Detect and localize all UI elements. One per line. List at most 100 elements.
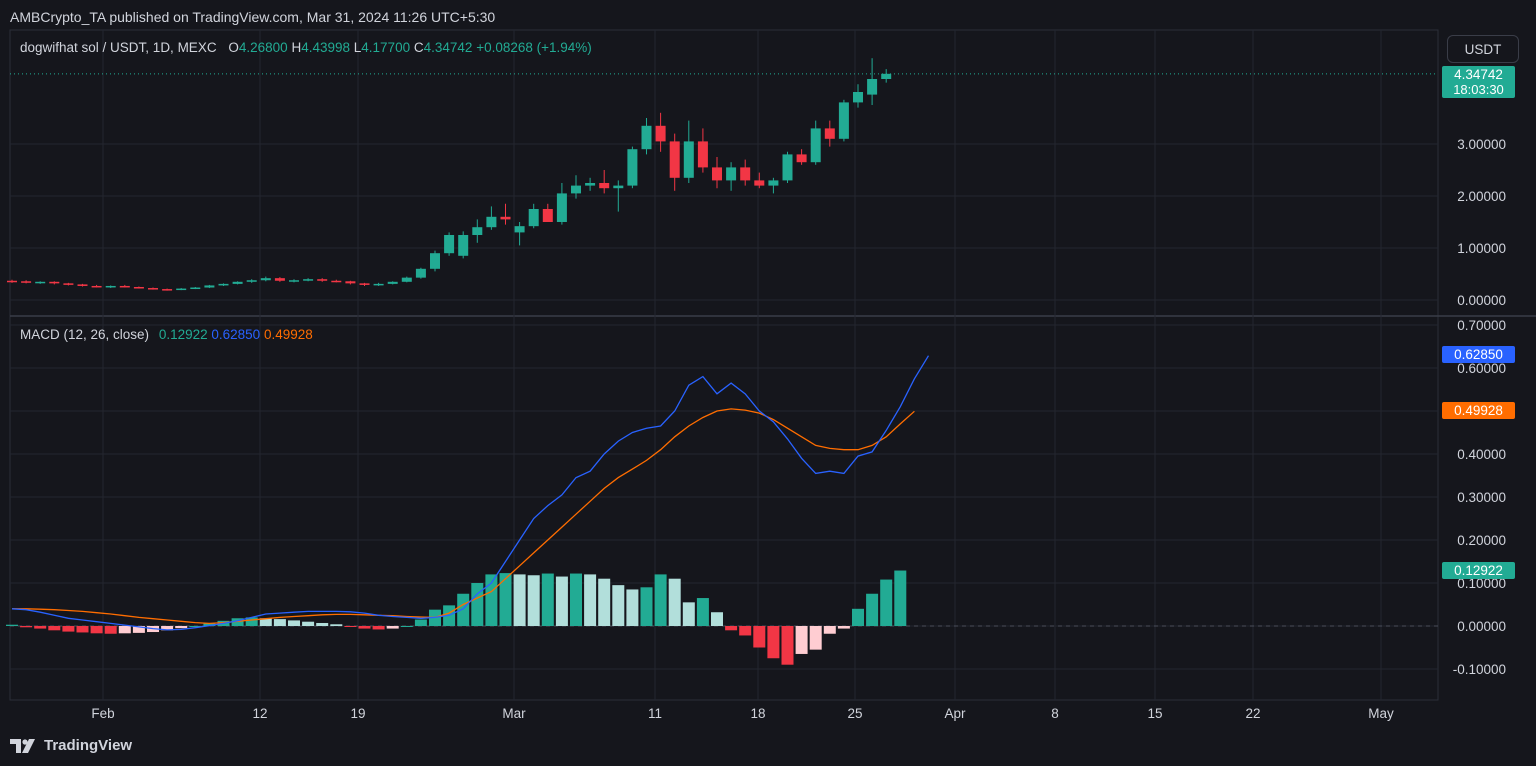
histogram-bar bbox=[725, 626, 738, 631]
histogram-bar bbox=[696, 598, 709, 626]
histogram-bar bbox=[682, 602, 695, 626]
histogram-bar bbox=[104, 626, 117, 634]
histogram-bar bbox=[372, 626, 385, 630]
tradingview-logo[interactable]: TradingView bbox=[10, 737, 132, 754]
histogram-bar bbox=[626, 589, 639, 626]
histogram-bar bbox=[245, 617, 258, 626]
candle-body bbox=[472, 227, 483, 235]
candle-body bbox=[712, 167, 722, 181]
histogram-bar bbox=[48, 626, 61, 631]
time-axis: Feb 12 19 Mar 11 18 25 Apr 8 15 22 May bbox=[91, 706, 1394, 721]
histogram-bar bbox=[640, 587, 653, 626]
histogram-bar bbox=[753, 626, 766, 648]
candle-body bbox=[387, 281, 398, 284]
time-tick-label: 15 bbox=[1147, 706, 1162, 721]
candle-body bbox=[500, 216, 511, 220]
macd-tick-label: 0.20000 bbox=[1457, 533, 1506, 548]
histogram-bar bbox=[852, 608, 864, 626]
macd-line-tag: 0.62850 bbox=[1442, 346, 1515, 363]
histogram-bar bbox=[513, 574, 526, 626]
histogram-bar bbox=[273, 619, 286, 626]
candle-body bbox=[627, 149, 638, 186]
low-label: L bbox=[353, 40, 362, 55]
macd-signal-value: 0.49928 bbox=[263, 327, 313, 342]
candle-body bbox=[148, 288, 158, 290]
candle-body bbox=[697, 141, 708, 168]
candle-body bbox=[77, 284, 88, 286]
candle-body bbox=[274, 278, 285, 281]
last-price-tag: 4.34742 18:03:30 bbox=[1442, 66, 1515, 98]
histogram-bar bbox=[598, 578, 611, 626]
signal-line-tag: 0.49928 bbox=[1442, 402, 1515, 419]
histogram-bar bbox=[288, 620, 300, 626]
histogram-bar bbox=[189, 626, 202, 627]
candle-body bbox=[571, 185, 581, 194]
histogram-bar bbox=[457, 593, 470, 626]
candle-body bbox=[740, 167, 751, 181]
candle-body bbox=[303, 279, 314, 281]
histogram-bar bbox=[34, 626, 47, 629]
candlestick-series bbox=[7, 58, 892, 291]
histogram-bar bbox=[711, 612, 723, 626]
candle-body bbox=[345, 281, 356, 284]
candle-body bbox=[105, 285, 116, 288]
symbol-name: dogwifhat sol / USDT, 1D, MEXC bbox=[20, 40, 217, 55]
histogram-bar bbox=[20, 626, 33, 628]
price-tick-label: 2.00000 bbox=[1457, 189, 1506, 204]
candle-body bbox=[838, 102, 849, 139]
histogram-bar bbox=[132, 626, 145, 633]
candle-body bbox=[49, 281, 60, 284]
low-value: 4.17700 bbox=[361, 40, 411, 55]
histogram-bar bbox=[795, 626, 808, 654]
candle-body bbox=[176, 288, 187, 291]
time-tick-label: 11 bbox=[648, 706, 662, 721]
candle-body bbox=[232, 281, 243, 284]
candle-body bbox=[190, 287, 201, 290]
candle-body bbox=[683, 141, 694, 178]
macd-tick-label: 0.40000 bbox=[1457, 447, 1506, 462]
candle-body bbox=[768, 180, 779, 186]
histogram-bar bbox=[739, 626, 752, 636]
candle-body bbox=[21, 281, 32, 283]
currency-button[interactable]: USDT bbox=[1447, 35, 1519, 63]
time-tick-label: Mar bbox=[502, 706, 526, 721]
candle-body bbox=[881, 73, 892, 79]
macd-legend: MACD (12, 26, close) 0.12922 0.62850 0.4… bbox=[20, 327, 313, 342]
histogram-bar bbox=[823, 626, 836, 634]
time-tick-label: 12 bbox=[252, 706, 267, 721]
candle-body bbox=[585, 183, 596, 186]
histogram-bar bbox=[894, 570, 907, 626]
histogram-bar bbox=[386, 626, 399, 629]
histogram-bar bbox=[316, 622, 329, 626]
candle-body bbox=[317, 279, 328, 281]
histogram-bar bbox=[668, 578, 681, 626]
candle-body bbox=[796, 154, 807, 163]
macd-title: MACD (12, 26, close) bbox=[20, 327, 150, 342]
candle-body bbox=[91, 285, 102, 288]
candle-body bbox=[599, 183, 610, 189]
candle-body bbox=[641, 125, 652, 150]
macd-tick-label: 0.00000 bbox=[1457, 619, 1506, 634]
macd-histogram-value: 0.12922 bbox=[158, 327, 208, 342]
candle-body bbox=[528, 209, 539, 227]
macd-histogram-series bbox=[6, 570, 907, 665]
histogram-bar bbox=[6, 624, 18, 626]
macd-tick-label: 0.30000 bbox=[1457, 490, 1506, 505]
candle-body bbox=[669, 141, 680, 178]
candle-body bbox=[853, 92, 863, 103]
histogram-bar bbox=[485, 574, 498, 626]
macd-line-series bbox=[11, 355, 930, 631]
candle-body bbox=[35, 281, 46, 284]
close-label: C bbox=[413, 40, 424, 55]
histogram-bar bbox=[499, 573, 512, 626]
macd-line bbox=[11, 355, 930, 631]
histogram-tag: 0.12922 bbox=[1442, 562, 1515, 579]
tradingview-logo-text: TradingView bbox=[44, 737, 133, 754]
histogram-bar bbox=[330, 624, 343, 626]
candle-body bbox=[373, 283, 384, 286]
histogram-bar bbox=[344, 626, 357, 627]
high-label: H bbox=[291, 40, 302, 55]
histogram-bar bbox=[555, 576, 568, 626]
candle-body bbox=[218, 283, 229, 286]
grid-lines bbox=[9, 29, 1536, 701]
